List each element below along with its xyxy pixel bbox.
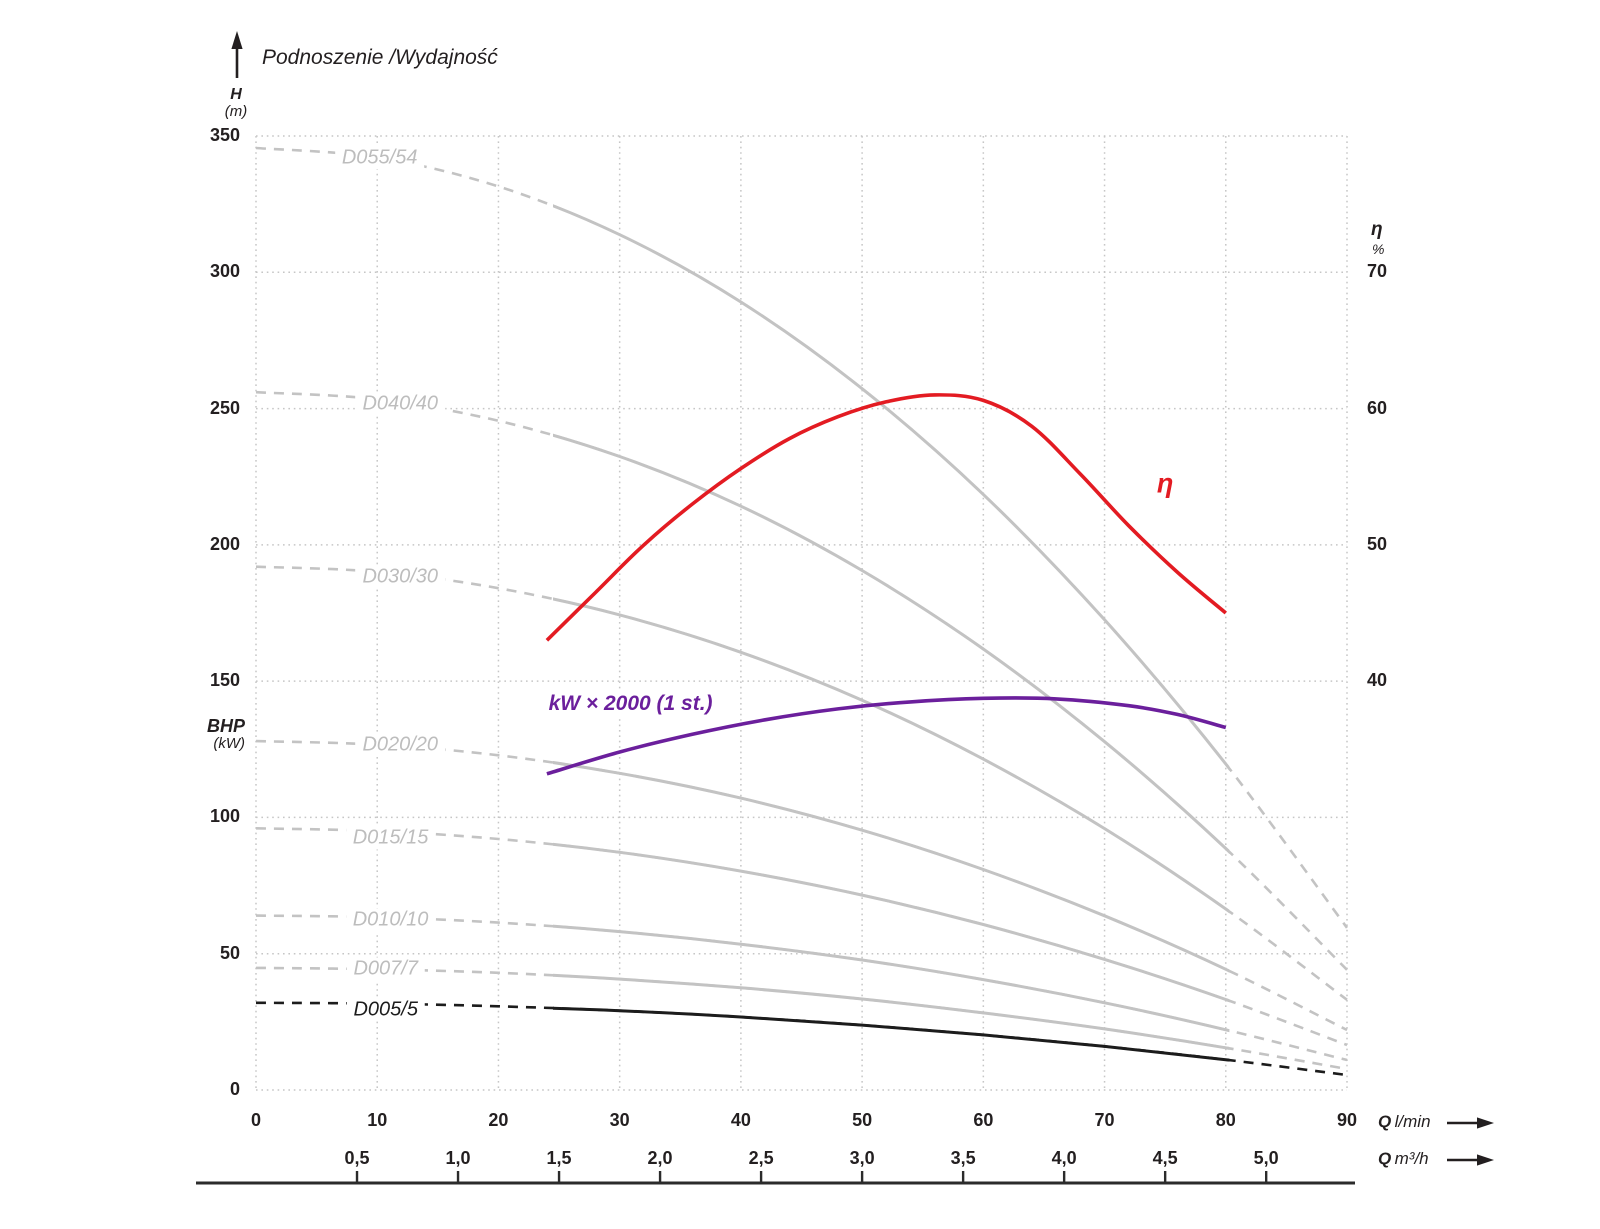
- lmin-axis-tick-60: 60: [973, 1110, 994, 1130]
- head-curve-dashed-D020/20: [255, 739, 1348, 1032]
- x-axis-label-m3h-unit: m³/h: [1394, 1149, 1429, 1168]
- m3h-axis-tick-4,0: 4,0: [1051, 1148, 1077, 1168]
- lmin-axis-tick-70: 70: [1094, 1110, 1115, 1130]
- eta-axis-tick-40: 40: [1367, 670, 1388, 691]
- curve-label-D030-30: D030/30: [355, 565, 446, 589]
- m3h-axis-tick-1,0: 1,0: [445, 1148, 471, 1168]
- h-axis-tick-200: 200: [209, 533, 240, 554]
- eta-axis-tick-60: 60: [1367, 397, 1388, 418]
- curve-label-D007-7: D007/7: [346, 957, 425, 981]
- head-curve-solid-D010/10: [552, 924, 1230, 1033]
- lmin-axis-tick-90: 90: [1336, 1110, 1358, 1130]
- y-axis-unit-kW: (kW): [213, 735, 245, 752]
- right-arrow-head-icon-1: [1477, 1154, 1494, 1166]
- head-curve-solid-D005/5: [552, 1006, 1230, 1062]
- head-curve-solid-D040/40: [552, 433, 1230, 855]
- m3h-axis-tick-2,5: 2,5: [748, 1148, 774, 1168]
- curve-label-D005-5: D005/5: [346, 998, 425, 1022]
- curve-label-D010-10: D010/10: [345, 908, 436, 932]
- x-axis-label-lmin-symbol: Q: [1378, 1112, 1392, 1131]
- x-axis-label-lmin: Q l/min: [1378, 1112, 1431, 1132]
- y-axis-symbol-BHP: BHP: [206, 716, 245, 736]
- right-arrow-head-icon-0: [1477, 1117, 1494, 1129]
- curve-label-D055-54: D055/54: [334, 146, 425, 170]
- y-axis-unit-m: (m): [224, 103, 248, 120]
- curve-label-D040-40: D040/40: [355, 392, 446, 416]
- m3h-axis-tick-2,0: 2,0: [647, 1148, 673, 1168]
- lmin-axis-tick-50: 50: [852, 1110, 873, 1130]
- m3h-axis-tick-1,5: 1,5: [546, 1148, 572, 1168]
- lmin-axis-tick-30: 30: [609, 1110, 630, 1130]
- grid: [255, 135, 1348, 1091]
- m3h-axis-tick-0,5: 0,5: [344, 1148, 370, 1168]
- axis-arrows: [196, 31, 1494, 1185]
- efficiency-curve-label: η: [1156, 468, 1174, 499]
- curve-label-D015-15: D015/15: [345, 826, 436, 850]
- head-curve-solid-D007/7: [552, 973, 1230, 1050]
- m3h-axis-tick-5,0: 5,0: [1253, 1148, 1279, 1168]
- x-axis-label-m3h-symbol: Q: [1378, 1149, 1392, 1168]
- m3h-axis-tick-3,5: 3,5: [950, 1148, 976, 1168]
- h-axis-tick-250: 250: [209, 397, 240, 418]
- h-axis-tick-350: 350: [209, 125, 240, 145]
- curve-label-D020-20: D020/20: [355, 733, 446, 757]
- lmin-axis-tick-80: 80: [1215, 1110, 1236, 1130]
- power-curve: [546, 696, 1227, 776]
- x-axis-label-m3h: Q m³/h: [1378, 1149, 1429, 1169]
- lmin-axis-tick-20: 20: [488, 1110, 509, 1130]
- eta-axis-tick-50: 50: [1367, 533, 1388, 554]
- lmin-axis-tick-40: 40: [730, 1110, 751, 1130]
- h-axis-tick-0: 0: [229, 1079, 240, 1099]
- m3h-axis-tick-4,5: 4,5: [1152, 1148, 1178, 1168]
- efficiency-curve: [545, 393, 1227, 642]
- y-axis-symbol-H: H: [230, 86, 242, 103]
- head-curve-solid-D015/15: [552, 842, 1230, 1003]
- right-axis-unit-percent: %: [1372, 241, 1385, 257]
- eta-axis-tick-70: 70: [1367, 261, 1388, 282]
- h-axis-tick-50: 50: [219, 942, 240, 963]
- head-curve-dashed-D010/10: [255, 914, 1348, 1062]
- h-axis-tick-300: 300: [209, 261, 240, 282]
- head-curves: [255, 146, 1349, 1077]
- lmin-axis-tick-10: 10: [367, 1110, 388, 1130]
- right-axis-symbol-eta: η: [1371, 219, 1383, 240]
- head-curve-dashed-D030/30: [255, 565, 1348, 1001]
- chart-title: Podnoszenie /Wydajność: [262, 46, 498, 69]
- power-curve-label: kW × 2000 (1 st.): [544, 692, 717, 717]
- x-axis-label-lmin-unit: l/min: [1394, 1112, 1431, 1131]
- head-curve-solid-D030/30: [552, 597, 1230, 914]
- m3h-axis-tick-3,0: 3,0: [849, 1148, 875, 1168]
- lmin-axis-tick-0: 0: [250, 1110, 261, 1130]
- h-axis-tick-150: 150: [209, 670, 240, 691]
- h-axis-tick-100: 100: [209, 806, 240, 827]
- head-curve-solid-D020/20: [552, 760, 1230, 973]
- up-arrow-head-icon: [231, 31, 243, 49]
